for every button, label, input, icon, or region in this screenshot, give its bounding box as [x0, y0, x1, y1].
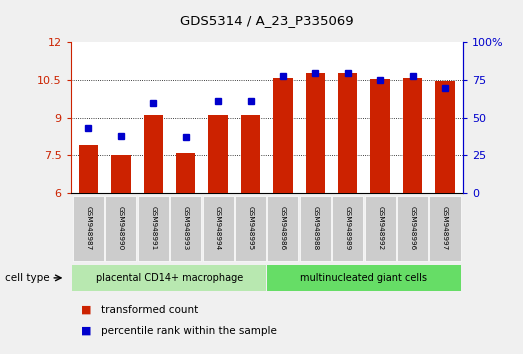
Bar — [73, 196, 104, 261]
Text: GSM948988: GSM948988 — [312, 206, 319, 251]
Bar — [138, 196, 169, 261]
Text: transformed count: transformed count — [101, 305, 198, 315]
Bar — [365, 196, 396, 261]
Text: GSM948993: GSM948993 — [183, 206, 189, 251]
Bar — [72, 265, 266, 291]
Bar — [78, 145, 98, 193]
Bar — [241, 115, 260, 193]
Bar — [338, 73, 358, 193]
Bar — [429, 196, 461, 261]
Text: GSM948997: GSM948997 — [442, 206, 448, 251]
Text: ■: ■ — [81, 326, 92, 336]
Bar — [208, 115, 228, 193]
Bar — [267, 265, 461, 291]
Bar — [176, 153, 196, 193]
Text: GSM948996: GSM948996 — [410, 206, 416, 251]
Bar — [300, 196, 331, 261]
Bar — [235, 196, 266, 261]
Text: GDS5314 / A_23_P335069: GDS5314 / A_23_P335069 — [180, 14, 354, 27]
Bar — [332, 196, 363, 261]
Text: multinucleated giant cells: multinucleated giant cells — [301, 273, 427, 283]
Bar — [397, 196, 428, 261]
Text: GSM948994: GSM948994 — [215, 206, 221, 251]
Bar — [202, 196, 234, 261]
Text: GSM948989: GSM948989 — [345, 206, 351, 251]
Text: GSM948986: GSM948986 — [280, 206, 286, 251]
Bar — [111, 155, 131, 193]
Bar — [267, 196, 299, 261]
Bar — [273, 78, 293, 193]
Bar — [403, 78, 423, 193]
Text: GSM948987: GSM948987 — [85, 206, 92, 251]
Bar — [370, 79, 390, 193]
Text: GSM948992: GSM948992 — [377, 206, 383, 251]
Text: ■: ■ — [81, 305, 92, 315]
Text: GSM948990: GSM948990 — [118, 206, 124, 251]
Bar — [435, 81, 455, 193]
Text: cell type: cell type — [5, 273, 50, 283]
Text: percentile rank within the sample: percentile rank within the sample — [101, 326, 277, 336]
Text: GSM948991: GSM948991 — [150, 206, 156, 251]
Bar — [105, 196, 137, 261]
Text: placental CD14+ macrophage: placental CD14+ macrophage — [96, 273, 243, 283]
Bar — [143, 115, 163, 193]
Text: GSM948995: GSM948995 — [247, 206, 254, 251]
Bar — [170, 196, 201, 261]
Bar — [305, 73, 325, 193]
